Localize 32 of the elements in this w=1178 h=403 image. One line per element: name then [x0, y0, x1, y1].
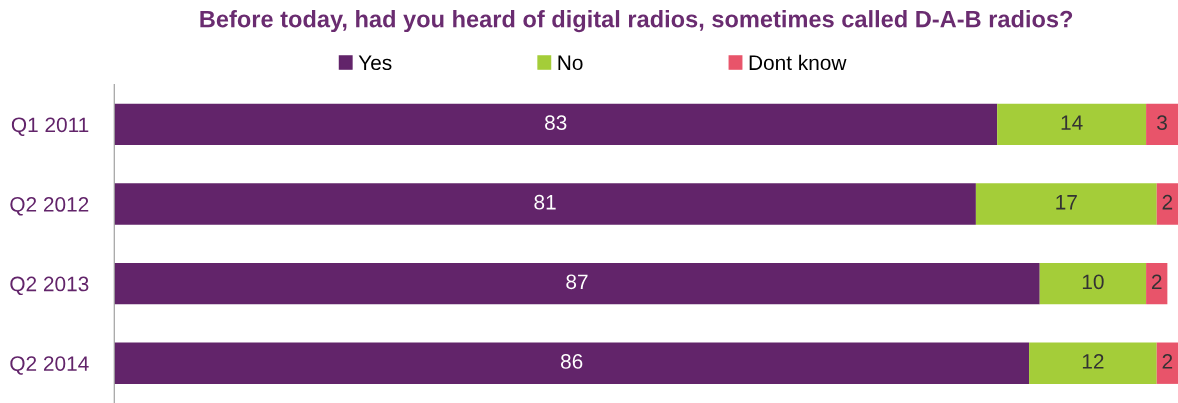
- data-label: 2: [1151, 274, 1162, 289]
- bar: [1146, 103, 1178, 146]
- bar: [114, 342, 1030, 384]
- y-tick-label: Q1 2011: [11, 117, 89, 136]
- bar: [975, 183, 1157, 225]
- data-label: 12: [1082, 354, 1104, 369]
- data-label: 2: [1162, 194, 1173, 210]
- data-label: 81: [534, 194, 556, 210]
- y-tick-label: Q2 2012: [10, 197, 89, 216]
- legend-label: No: [558, 55, 583, 71]
- bar: [997, 103, 1147, 146]
- bar: [1146, 262, 1168, 305]
- data-label: 10: [1082, 274, 1104, 290]
- y-tick-label: Q2 2013: [10, 276, 89, 296]
- bar: [114, 262, 1040, 305]
- data-label: 2: [1162, 354, 1173, 369]
- data-label: 3: [1157, 115, 1167, 131]
- data-label: 87: [566, 274, 588, 290]
- y-tick-label: Q2 2014: [10, 356, 89, 375]
- chart-title: Before today, had you heard of digital radios, sometimes called D-A-B radios?: [200, 10, 1073, 33]
- bar: [1029, 342, 1157, 384]
- legend-label: Dont know: [749, 54, 847, 71]
- bar: [1156, 183, 1178, 225]
- data-label: 83: [545, 115, 567, 131]
- legend-label: Yes: [358, 55, 392, 71]
- bar: [1156, 342, 1178, 384]
- data-label: 86: [560, 354, 583, 369]
- bar: [114, 183, 976, 225]
- bar: [1039, 262, 1147, 305]
- bar: [114, 103, 998, 146]
- data-label: 17: [1056, 195, 1077, 210]
- data-label: 14: [1061, 115, 1083, 130]
